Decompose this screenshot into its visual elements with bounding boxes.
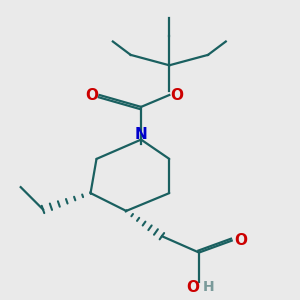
Text: O: O [187, 280, 200, 295]
Text: O: O [234, 232, 247, 247]
Text: O: O [85, 88, 98, 103]
Text: H: H [203, 280, 215, 294]
Text: N: N [135, 127, 148, 142]
Text: O: O [170, 88, 183, 103]
